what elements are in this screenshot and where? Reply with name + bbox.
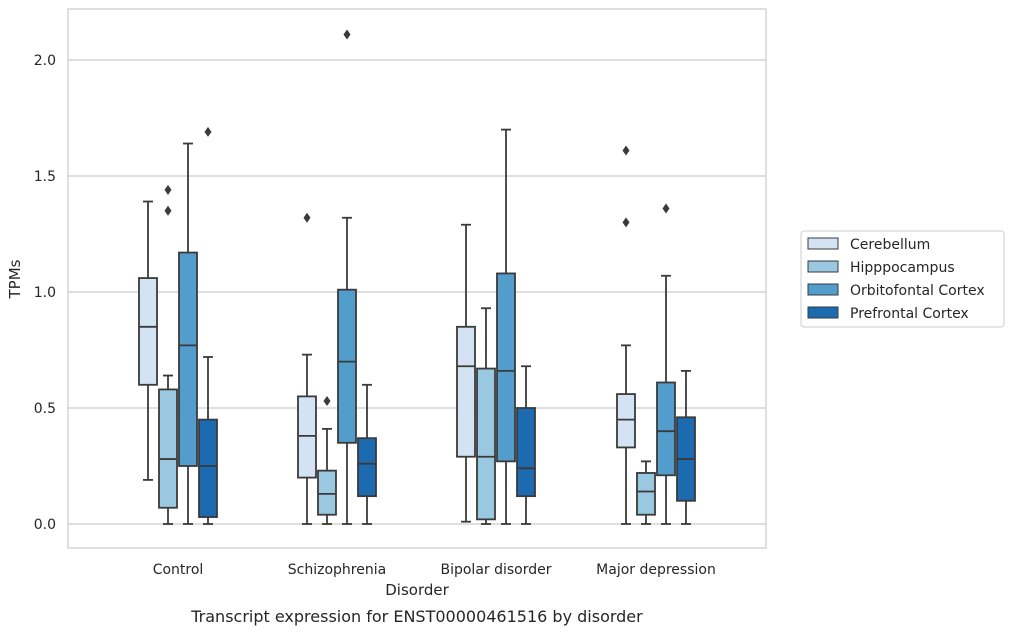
figure-caption: Transcript expression for ENST0000046151… [190, 607, 643, 626]
legend-swatch [807, 283, 839, 296]
box-prefrontal-cortex-3 [676, 369, 696, 525]
legend-frame [800, 230, 1005, 328]
box-orbitofontal-cortex-0 [178, 142, 198, 525]
x-tick-label: Major depression [596, 562, 716, 578]
x-tick-labels: Control Schizophrenia Bipolar disorder Majo… [153, 562, 716, 578]
y-tick-label: 1.5 [34, 169, 56, 185]
legend-label: Hipppocampus [850, 260, 955, 276]
box-orbitofontal-cortex-3 [656, 203, 676, 525]
legend: Cerebellum Hipppocampus Orbitofontal Corte… [800, 230, 1005, 328]
box-iqr [516, 407, 536, 498]
box-hipppocampus-0 [158, 184, 178, 525]
legend-swatch [807, 260, 839, 273]
box-iqr [456, 325, 476, 458]
outlier-point [662, 203, 670, 214]
y-tick-labels: 0.0 0.5 1.0 1.5 2.0 [34, 53, 56, 533]
box-iqr [476, 367, 496, 521]
box-iqr [297, 395, 317, 479]
box-iqr [357, 437, 377, 498]
box-prefrontal-cortex-2 [516, 365, 536, 525]
outlier-point [303, 212, 311, 223]
box-cerebellum-2 [456, 223, 476, 523]
box-iqr [178, 251, 198, 467]
plot-frame [67, 8, 767, 549]
y-tick-label: 2.0 [34, 53, 56, 69]
box-iqr [636, 472, 656, 516]
legend-swatch [807, 237, 839, 250]
box-iqr [496, 272, 516, 463]
box-hipppocampus-2 [476, 307, 496, 525]
box-iqr [616, 393, 636, 449]
legend-label: Orbitofontal Cortex [850, 283, 985, 299]
boxes-layer [138, 29, 696, 525]
x-tick-label: Schizophrenia [288, 562, 386, 578]
box-iqr [317, 469, 337, 516]
outlier-point [164, 184, 172, 195]
box-iqr [198, 418, 218, 518]
outlier-point [164, 205, 172, 216]
legend-label: Cerebellum [850, 237, 930, 253]
box-hipppocampus-1 [317, 396, 337, 525]
box-orbitofontal-cortex-2 [496, 128, 516, 525]
x-tick-label: Bipolar disorder [440, 562, 551, 578]
box-iqr [656, 381, 676, 477]
outlier-point [204, 126, 212, 137]
legend-swatch [807, 306, 839, 319]
box-prefrontal-cortex-0 [198, 126, 218, 525]
y-tick-label: 0.0 [34, 517, 56, 533]
box-cerebellum-0 [138, 200, 158, 481]
y-axis-label: TPMs [6, 259, 24, 299]
outlier-point [622, 145, 630, 156]
y-tick-label: 0.5 [34, 401, 56, 417]
box-prefrontal-cortex-1 [357, 383, 377, 525]
outlier-point [343, 29, 351, 40]
x-tick-label: Control [153, 562, 204, 578]
x-axis-label: Disorder [385, 581, 449, 599]
y-tick-label: 1.0 [34, 285, 56, 301]
box-iqr [138, 277, 158, 386]
box-cerebellum-1 [297, 212, 317, 525]
outlier-point [323, 396, 331, 407]
box-hipppocampus-3 [636, 460, 656, 525]
box-iqr [158, 388, 178, 509]
outlier-point [622, 217, 630, 228]
legend-label: Prefrontal Cortex [850, 306, 969, 322]
box-cerebellum-3 [616, 145, 636, 525]
box-iqr [337, 288, 357, 444]
box-orbitofontal-cortex-1 [337, 29, 357, 525]
